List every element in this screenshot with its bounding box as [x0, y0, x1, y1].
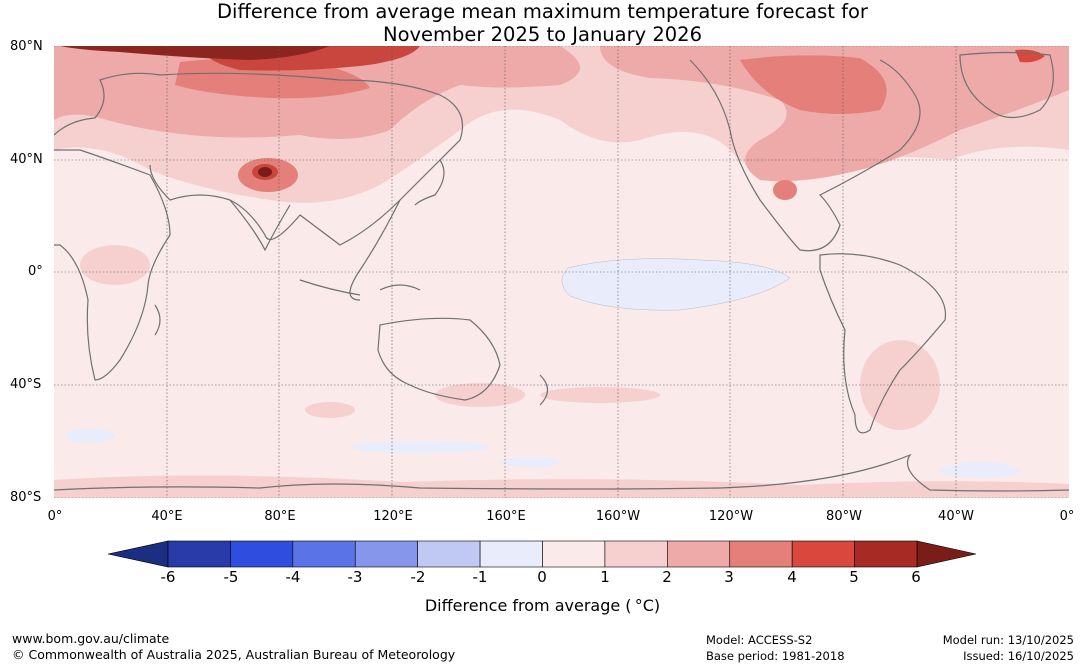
anomaly-tibet-5-6 — [258, 167, 272, 177]
coastline-greenland — [959, 51, 1054, 119]
colorbar-segment — [854, 540, 918, 568]
title-line-1: Difference from average mean maximum tem… — [217, 0, 868, 23]
coastline-japan — [414, 159, 445, 206]
title-line-2: November 2025 to January 2026 — [383, 23, 702, 46]
coastline-africa — [54, 149, 171, 381]
x-label-80e: 80°E — [264, 509, 296, 524]
y-label-40s: 40°S — [10, 377, 42, 392]
anomaly-south-america-1-2 — [860, 340, 940, 430]
coastline-south-america — [819, 253, 947, 434]
anomaly-southern-ocean-cool-3 — [940, 462, 1020, 478]
x-label-40e: 40°E — [151, 509, 183, 524]
x-label-160w: 160°W — [595, 509, 641, 524]
anomaly-indian-ocean-1-2 — [305, 402, 355, 418]
colorbar-tick: 5 — [849, 568, 859, 586]
coastline-madagascar — [154, 304, 161, 336]
coastline-indonesia — [299, 279, 421, 296]
anomaly-pacific-cool — [561, 258, 791, 311]
footer-model-run: Model run: 13/10/2025 — [942, 633, 1074, 647]
colorbar-tick: -1 — [472, 568, 488, 586]
colorbar-segment — [604, 540, 668, 568]
colorbar-tick: 1 — [600, 568, 610, 586]
coastlines — [54, 51, 1069, 492]
colorbar-tick: 6 — [911, 568, 921, 586]
coastline-india — [229, 199, 291, 252]
colorbar-segment — [167, 540, 231, 568]
colorbar-tick: -5 — [223, 568, 239, 586]
x-label-40w: 40°W — [938, 509, 974, 524]
x-label-160e: 160°E — [486, 509, 526, 524]
colorbar — [107, 540, 977, 568]
colorbar-segment — [417, 540, 481, 568]
colorbar-label: Difference from average ( °C) — [424, 596, 661, 615]
x-label-80w: 80°W — [826, 509, 862, 524]
colorbar-tick: 3 — [724, 568, 734, 586]
colorbar-tick: -4 — [285, 568, 301, 586]
coastline-east-asia — [349, 199, 401, 301]
anomaly-canada-3-4 — [740, 55, 887, 114]
coastline-new-zealand — [539, 374, 549, 406]
colorbar-segment — [479, 540, 543, 568]
anomaly-southern-ocean-cool-2 — [65, 429, 115, 443]
anomaly-southern-ocean-cool-4 — [500, 457, 560, 467]
map-area — [54, 46, 1069, 498]
y-label-40n: 40°N — [10, 152, 43, 167]
colorbar-under-triangle — [107, 540, 169, 568]
colorbar-tick: 2 — [662, 568, 672, 586]
coastline-antarctica — [54, 453, 1069, 492]
coastline-north-america — [689, 59, 921, 252]
colorbar-segment — [791, 540, 855, 568]
anomaly-usa-3-4 — [773, 180, 797, 200]
anomaly-southern-band-1-2 — [54, 475, 1069, 498]
colorbar-segment — [230, 540, 294, 568]
anomaly-australia-1-2 — [435, 383, 525, 407]
colorbar-segment — [354, 540, 418, 568]
footer-model: Model: ACCESS-S2 — [706, 633, 813, 647]
colorbar-segment — [729, 540, 793, 568]
x-label-120e: 120°E — [373, 509, 413, 524]
coastline-europe — [54, 72, 161, 136]
colorbar-segment — [667, 540, 731, 568]
footer-base-period: Base period: 1981-2018 — [706, 649, 845, 663]
x-label-0: 0° — [47, 509, 63, 524]
y-label-80s: 80°S — [10, 490, 42, 505]
gridlines — [54, 46, 1069, 498]
coastline-asia — [149, 72, 464, 246]
colorbar-tick: -3 — [347, 568, 363, 586]
colorbar-tick: -6 — [160, 568, 176, 586]
anomaly-siberia-5-6 — [60, 46, 330, 60]
anomaly-africa-1-2 — [80, 245, 150, 285]
colorbar-segment — [292, 540, 356, 568]
y-label-80n: 80°N — [10, 39, 43, 54]
colorbar-over-triangle — [916, 540, 977, 568]
colorbar-tick: -2 — [410, 568, 426, 586]
x-label-0-end: 0° — [1059, 509, 1075, 524]
x-label-120w: 120°W — [708, 509, 754, 524]
chart-title: Difference from average mean maximum tem… — [0, 0, 1085, 46]
colorbar-tick: 0 — [537, 568, 547, 586]
footer-copyright: © Commonwealth of Australia 2025, Austra… — [12, 647, 456, 662]
footer-issued: Issued: 16/10/2025 — [963, 649, 1074, 663]
anomaly-southern-ocean-cool-1 — [350, 441, 490, 453]
colorbar-tick: 4 — [787, 568, 797, 586]
coastline-australia — [377, 317, 501, 401]
anomaly-south-pacific-1-2 — [540, 387, 660, 403]
y-label-equator: 0° — [28, 264, 43, 279]
colorbar-segment — [542, 540, 606, 568]
footer-url: www.bom.gov.au/climate — [12, 631, 170, 646]
